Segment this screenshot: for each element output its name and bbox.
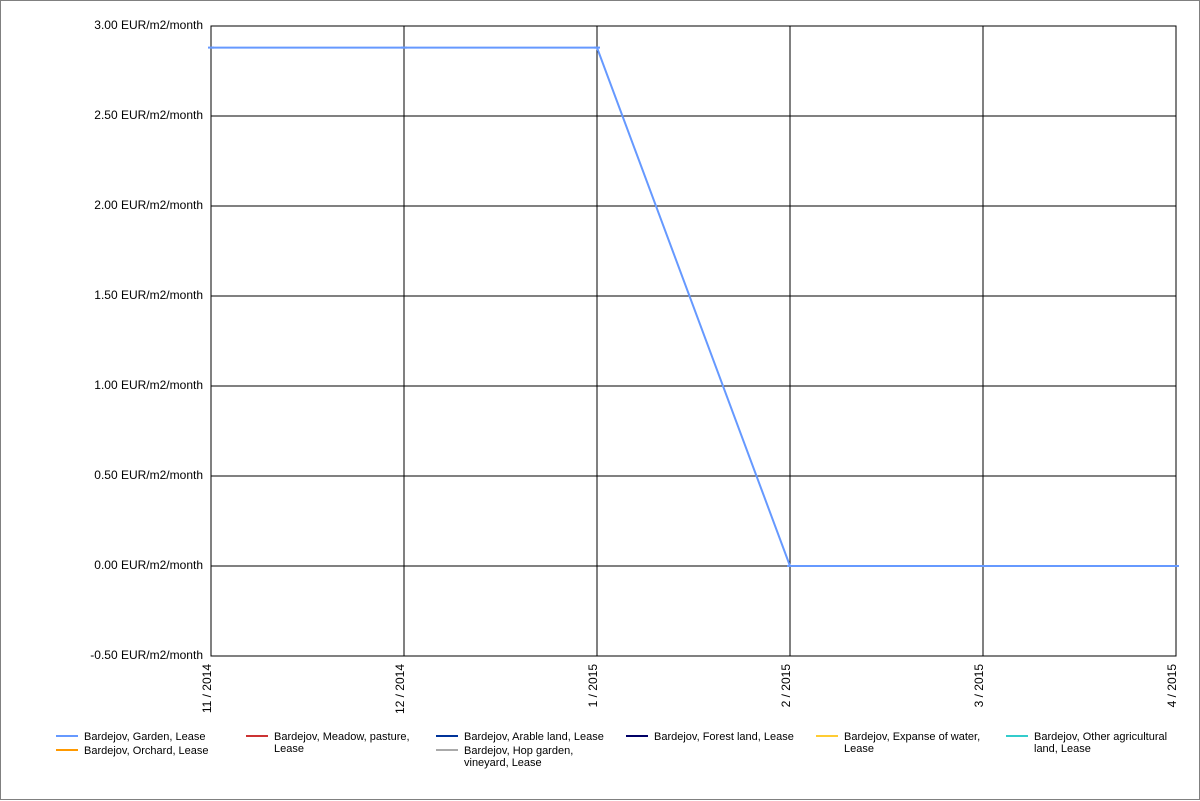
- y-tick-label: -0.50 EUR/m2/month: [90, 648, 203, 662]
- y-tick-label: 2.00 EUR/m2/month: [94, 198, 203, 212]
- y-tick-label: 0.50 EUR/m2/month: [94, 468, 203, 482]
- y-tick-label: 1.50 EUR/m2/month: [94, 288, 203, 302]
- legend-label: Bardejov, Orchard, Lease: [84, 745, 209, 757]
- x-tick-label: 3 / 2015: [972, 664, 986, 708]
- legend-label: Bardejov, Garden, Lease: [84, 731, 205, 743]
- y-tick-label: 0.00 EUR/m2/month: [94, 558, 203, 572]
- y-tick-label: 1.00 EUR/m2/month: [94, 378, 203, 392]
- legend-label: Lease: [274, 743, 304, 755]
- legend-label: land, Lease: [1034, 743, 1091, 755]
- legend-label: Lease: [844, 743, 874, 755]
- legend-label: Bardejov, Expanse of water,: [844, 731, 980, 743]
- chart: -0.50 EUR/m2/month 0.00 EUR/m2/month 0.50 …: [1, 1, 1200, 801]
- legend-label: Bardejov, Arable land, Lease: [464, 731, 604, 743]
- x-tick-label: 4 / 2015: [1165, 664, 1179, 708]
- x-tick-label: 2 / 2015: [779, 664, 793, 708]
- legend-label: Bardejov, Hop garden,: [464, 745, 573, 757]
- y-tick-label: 3.00 EUR/m2/month: [94, 18, 203, 32]
- x-tick-label: 1 / 2015: [586, 664, 600, 708]
- legend-label: Bardejov, Other agricultural: [1034, 731, 1167, 743]
- legend-label: vineyard, Lease: [464, 757, 542, 769]
- x-tick-label: 12 / 2014: [393, 664, 407, 714]
- y-tick-label: 2.50 EUR/m2/month: [94, 108, 203, 122]
- legend-label: Bardejov, Forest land, Lease: [654, 731, 794, 743]
- chart-svg: -0.50 EUR/m2/month 0.00 EUR/m2/month 0.50 …: [1, 1, 1200, 801]
- chart-container: -0.50 EUR/m2/month 0.00 EUR/m2/month 0.50 …: [0, 0, 1200, 800]
- x-tick-label: 11 / 2014: [200, 664, 214, 713]
- legend-label: Bardejov, Meadow, pasture,: [274, 731, 410, 743]
